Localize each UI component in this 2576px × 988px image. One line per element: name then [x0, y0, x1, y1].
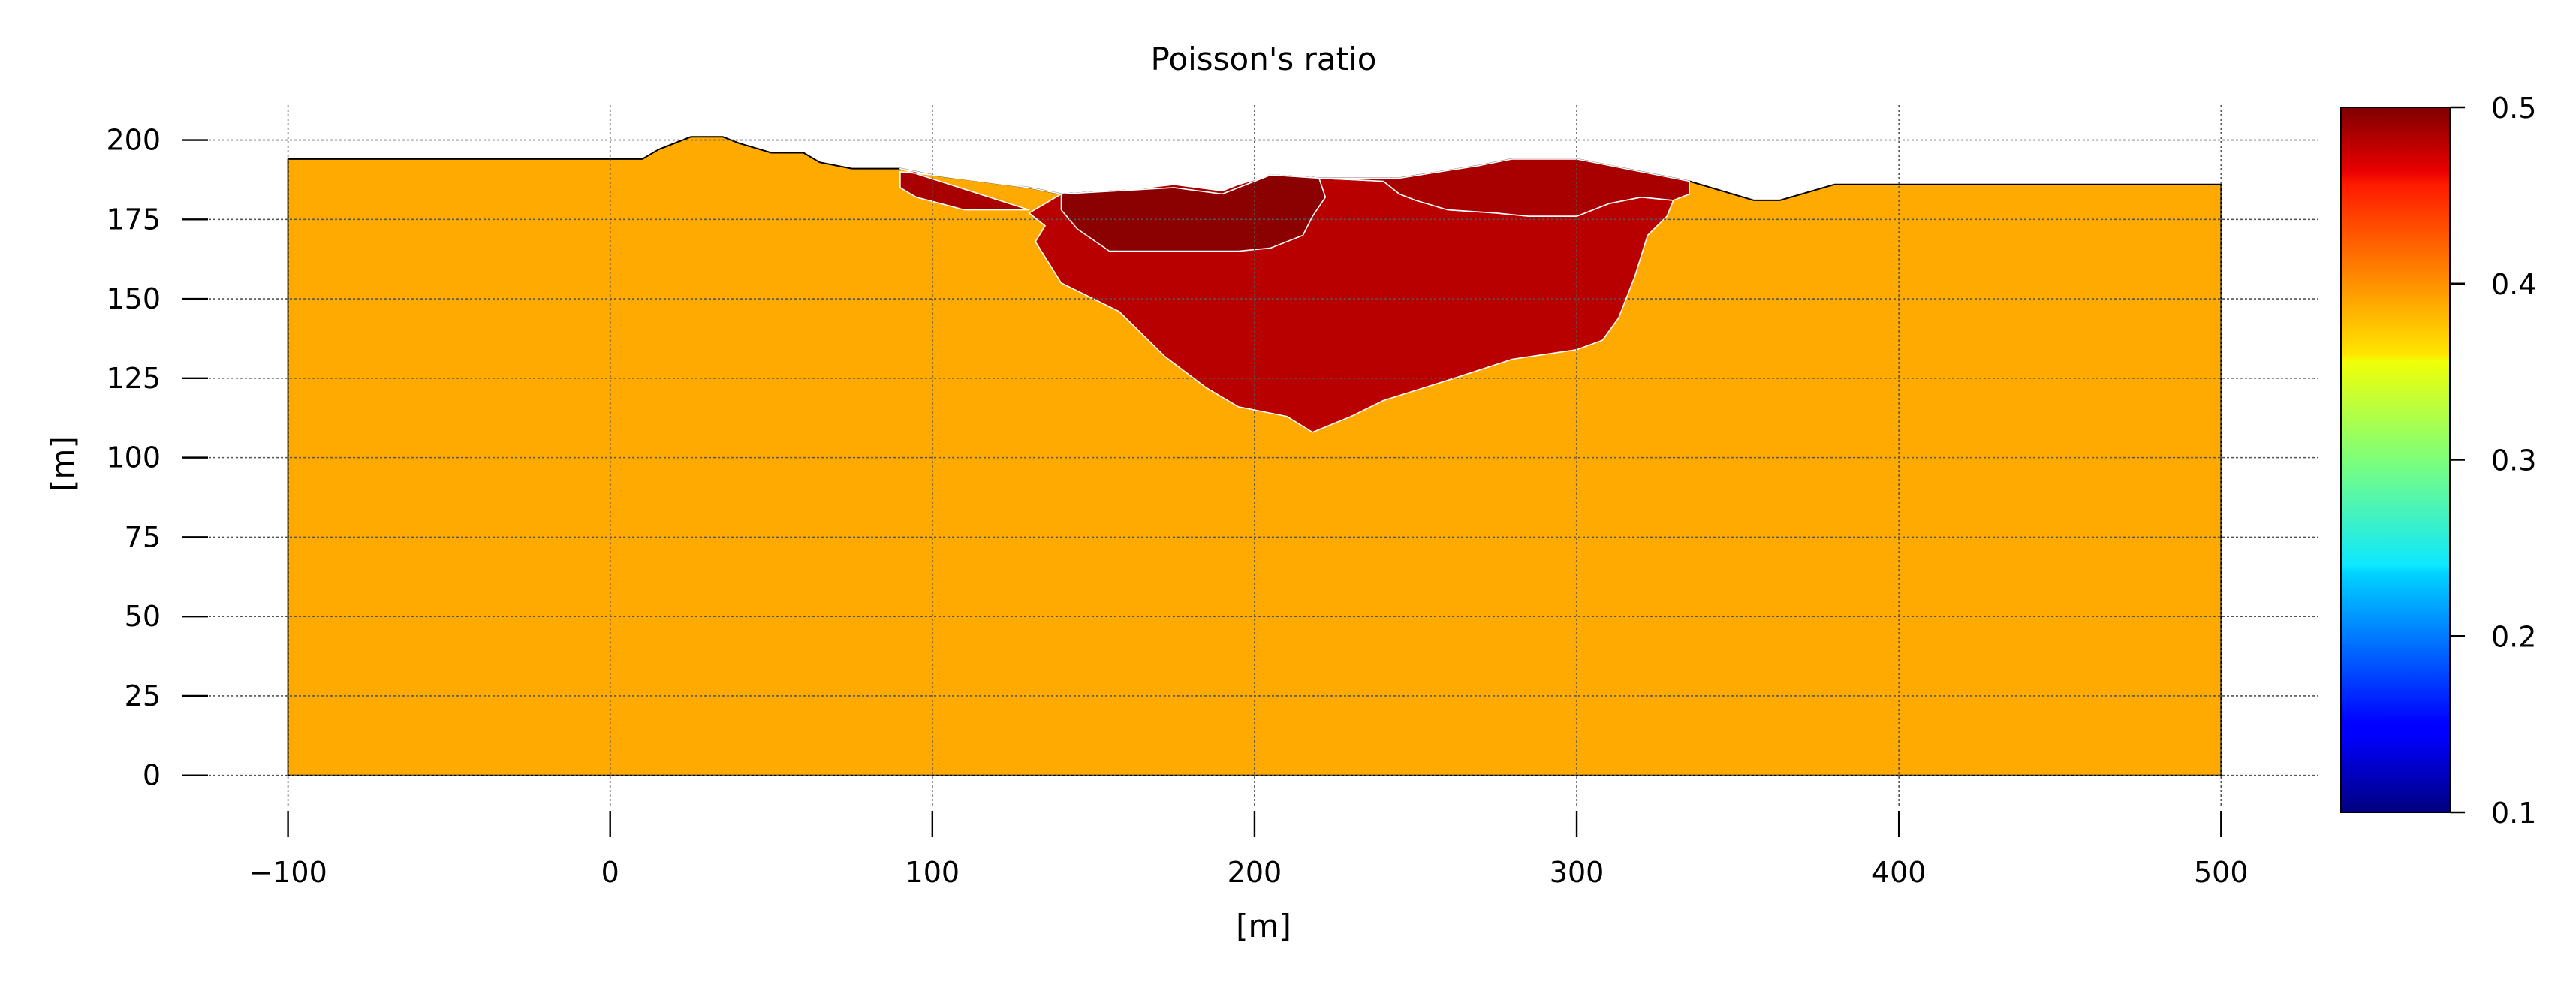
colorbar-tick-label: 0.1 [2491, 797, 2536, 830]
y-tick-label: 200 [106, 124, 161, 157]
chart-title: Poisson's ratio [1151, 41, 1377, 77]
grid-lines [182, 105, 2318, 807]
colorbar-tick-label: 0.2 [2491, 620, 2536, 653]
axes: −100 0 100 200 300 400 500 0 25 50 75 100 125 150 175 2… [106, 124, 2248, 889]
x-tick-label: 300 [1550, 856, 1604, 889]
y-tick-label: 25 [125, 679, 161, 712]
y-tick-label: 125 [106, 362, 161, 395]
plot-area [287, 136, 2222, 776]
x-tick-label: −100 [249, 856, 327, 889]
x-tick-label: 100 [905, 856, 960, 889]
colorbar-tick-label: 0.3 [2491, 444, 2536, 477]
colorbar [2340, 107, 2451, 813]
y-tick-label: 75 [125, 520, 161, 553]
y-tick-label: 150 [106, 282, 161, 315]
y-tick-label: 0 [143, 759, 161, 792]
x-tick-label: 0 [601, 856, 619, 889]
y-tick-label: 50 [125, 600, 161, 633]
x-tick-label: 500 [2194, 856, 2249, 889]
x-axis-label: [m] [1236, 908, 1291, 944]
colorbar-tick-label: 0.4 [2491, 268, 2536, 301]
colorbar-ticks: 0.1 0.2 0.3 0.4 0.5 [2450, 92, 2536, 830]
y-axis-label: [m] [44, 436, 81, 492]
region-shallow-lens [1060, 174, 1327, 252]
y-tick-label: 175 [106, 203, 161, 236]
y-tick-label: 100 [106, 441, 161, 474]
x-tick-label: 400 [1872, 856, 1927, 889]
colorbar-tick-label: 0.5 [2491, 92, 2536, 125]
x-tick-label: 200 [1228, 856, 1282, 889]
